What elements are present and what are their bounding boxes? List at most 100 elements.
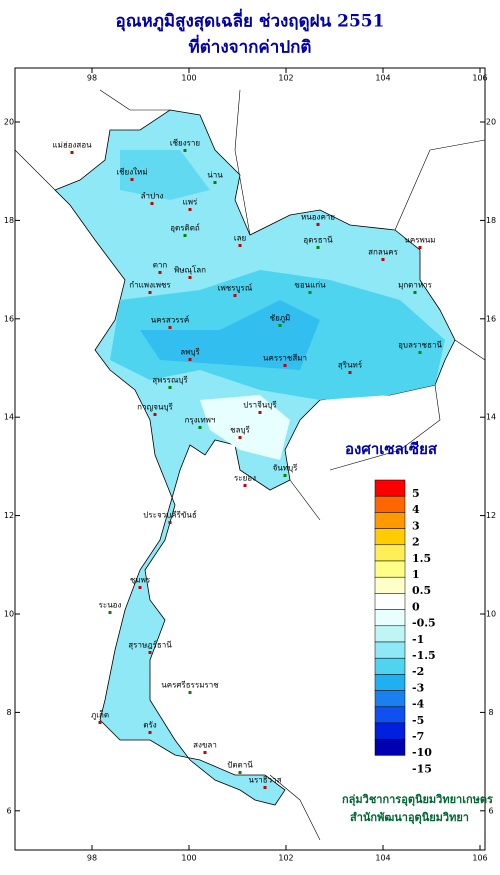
place-label: สงขลา xyxy=(193,741,217,750)
place-label: จันทบุรี xyxy=(273,464,299,473)
lon-label: 104 xyxy=(375,74,390,83)
place-label: กาญจนบุรี xyxy=(137,403,173,412)
station xyxy=(168,326,172,329)
place-label: กำแพงเพชร xyxy=(129,281,171,290)
place-label: สุรินทร์ xyxy=(338,360,363,370)
station xyxy=(150,202,154,205)
station xyxy=(263,786,267,789)
place-label: ปัตตานี xyxy=(227,761,253,770)
station xyxy=(203,751,207,754)
legend-swatch xyxy=(374,641,406,659)
place-label: ชัยภูมิ xyxy=(270,314,291,324)
place-label: สกลนคร xyxy=(368,248,398,257)
legend-label: -1 xyxy=(412,633,424,646)
station xyxy=(198,426,202,429)
legend-swatch xyxy=(374,738,406,756)
station xyxy=(148,291,152,294)
lat-label: 14 xyxy=(4,413,14,422)
station xyxy=(243,484,247,487)
station xyxy=(278,324,282,327)
legend-label: -2 xyxy=(412,665,424,678)
place-label: ชลบุรี xyxy=(230,426,250,435)
thailand xyxy=(54,109,456,806)
credit: สำนักพัฒนาอุตุนิยมวิทยา xyxy=(350,811,469,825)
legend-label: -4 xyxy=(412,698,425,711)
station xyxy=(308,291,312,294)
legend-swatch xyxy=(374,609,406,627)
legend-swatch xyxy=(374,690,406,708)
legend-label: 3 xyxy=(412,519,420,532)
place-label: นครราชสีมา xyxy=(263,354,307,363)
legend-label: -10 xyxy=(412,746,432,759)
station xyxy=(213,181,217,184)
station xyxy=(188,208,192,211)
lat-label: 18 xyxy=(4,216,14,225)
lat-label: 10 xyxy=(486,610,496,619)
place-label: ชุมพร xyxy=(130,576,151,585)
legend-swatch xyxy=(374,625,406,643)
station xyxy=(381,258,385,261)
legend-label: 1.5 xyxy=(412,552,431,565)
legend-label: -0.5 xyxy=(412,617,436,630)
lon-label: 98 xyxy=(87,74,97,83)
place-label: นราธิวาส xyxy=(248,776,281,785)
legend-swatch xyxy=(374,722,406,740)
station xyxy=(316,246,320,249)
place-label: นครสวรรค์ xyxy=(151,315,189,325)
lat-label: 10 xyxy=(4,610,14,619)
station xyxy=(130,178,134,181)
anomaly-zone xyxy=(200,395,290,460)
lon-label: 104 xyxy=(375,854,390,863)
lat-label: 8 xyxy=(6,708,11,717)
legend-label: 0.5 xyxy=(412,584,431,597)
place-label: มุกดาหาร xyxy=(398,281,433,290)
legend-swatch xyxy=(374,657,406,675)
place-label: นครศรีธรรมราช xyxy=(161,681,219,690)
lat-label: 14 xyxy=(486,413,496,422)
station xyxy=(258,411,262,414)
station xyxy=(158,271,162,274)
place-label: กรุงเทพฯ xyxy=(185,416,216,425)
place-label: อุดรธานี xyxy=(303,236,333,245)
lat-label: 16 xyxy=(486,314,496,323)
legend-label: 0 xyxy=(412,600,420,613)
anomaly-zone xyxy=(120,150,210,200)
place-label: ระยอง xyxy=(234,474,256,483)
station xyxy=(153,413,157,416)
station xyxy=(283,364,287,367)
title-line: อุณหภูมิสูงสุดเฉลี่ย ช่วงฤดูฝน 2551 xyxy=(116,9,385,33)
station xyxy=(98,721,102,724)
lon-label: 102 xyxy=(278,854,293,863)
place-label: พิษณุโลก xyxy=(174,265,206,275)
lat-label: 8 xyxy=(488,708,493,717)
lat-label: 20 xyxy=(4,118,14,127)
station xyxy=(183,149,187,152)
place-label: ภูเก็ต xyxy=(91,710,109,721)
legend-label: 5 xyxy=(412,487,420,500)
lon-label: 106 xyxy=(472,854,487,863)
legend-label: -3 xyxy=(412,681,424,694)
place-label: อุบลราชธานี xyxy=(398,341,442,350)
place-label: เชียงราย xyxy=(170,139,200,148)
place-label: หนองคาย xyxy=(301,213,335,222)
station xyxy=(138,586,142,589)
neighbour-borders xyxy=(14,89,486,841)
place-label: ลพบุรี xyxy=(180,348,200,357)
legend-swatch xyxy=(374,593,406,610)
station xyxy=(148,731,152,734)
station xyxy=(188,276,192,279)
station xyxy=(70,151,74,154)
place-label: อุตรดิตถ์ xyxy=(170,223,200,233)
place-label: สุราษฎร์ธานี xyxy=(128,640,172,650)
station xyxy=(238,771,242,774)
title-line: ที่ต่างจากค่าปกติ xyxy=(189,35,312,58)
legend-swatch xyxy=(374,674,406,691)
place-label: สุพรรณบุรี xyxy=(152,376,188,385)
station xyxy=(348,371,352,374)
station xyxy=(148,651,152,654)
legend-label: 2 xyxy=(412,536,420,549)
place-label: เชียงใหม่ xyxy=(116,168,147,177)
place-label: แม่ฮ่องสอน xyxy=(52,141,92,150)
station xyxy=(283,474,287,477)
